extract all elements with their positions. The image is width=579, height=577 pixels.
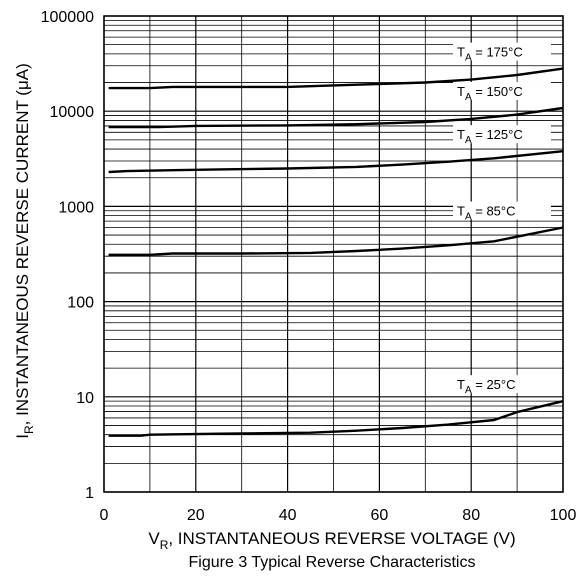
x-tick-label: 100 xyxy=(550,507,577,524)
y-tick-label: 1 xyxy=(85,485,94,502)
series-line-2 xyxy=(108,106,564,129)
plot-frame xyxy=(103,15,564,493)
series-label-background xyxy=(453,125,551,144)
series-line-4 xyxy=(108,226,564,257)
y-tick-label: 1000 xyxy=(58,199,94,216)
series-label-background xyxy=(453,82,551,101)
y-tick-label: 100000 xyxy=(41,9,94,26)
y-tick-labels: 1 10 100 1000 10000 100000 xyxy=(41,9,94,502)
x-tick-labels: 0 20 40 60 80 100 xyxy=(100,507,577,524)
y-tick-label: 10000 xyxy=(50,104,95,121)
x-tick-label: 60 xyxy=(371,507,389,524)
series-label-2: TA = 150°C xyxy=(457,84,523,103)
x-tick-label: 20 xyxy=(187,507,205,524)
series-label-background xyxy=(453,42,551,61)
series-label-1: TA = 175°C xyxy=(457,45,523,64)
series-line-5 xyxy=(108,400,564,437)
x-tick-label: 80 xyxy=(462,507,480,524)
y-axis-title: IR, INSTANTANEOUS REVERSE CURRENT (μA) xyxy=(13,63,36,439)
series-labels: TA = 175°C TA = 150°C TA = 125°C TA = 85°C T… xyxy=(453,42,551,396)
series-line-3 xyxy=(108,150,564,174)
series-label-3: TA = 125°C xyxy=(457,127,523,146)
y-tick-label: 100 xyxy=(67,295,94,312)
x-axis-title: VR, INSTANTANEOUS REVERSE VOLTAGE (V) xyxy=(148,529,515,552)
series-label-5: TA = 25°C xyxy=(457,377,516,396)
figure-caption: Figure 3 Typical Reverse Characteristics xyxy=(189,554,476,571)
series-label-background xyxy=(453,201,551,220)
series-label-4: TA = 85°C xyxy=(457,204,516,223)
series-lines xyxy=(108,67,564,437)
series-label-background xyxy=(453,375,551,394)
x-tick-label: 0 xyxy=(100,507,109,524)
series-line-1 xyxy=(108,67,564,90)
y-tick-label: 10 xyxy=(76,390,94,407)
x-tick-label: 40 xyxy=(279,507,297,524)
